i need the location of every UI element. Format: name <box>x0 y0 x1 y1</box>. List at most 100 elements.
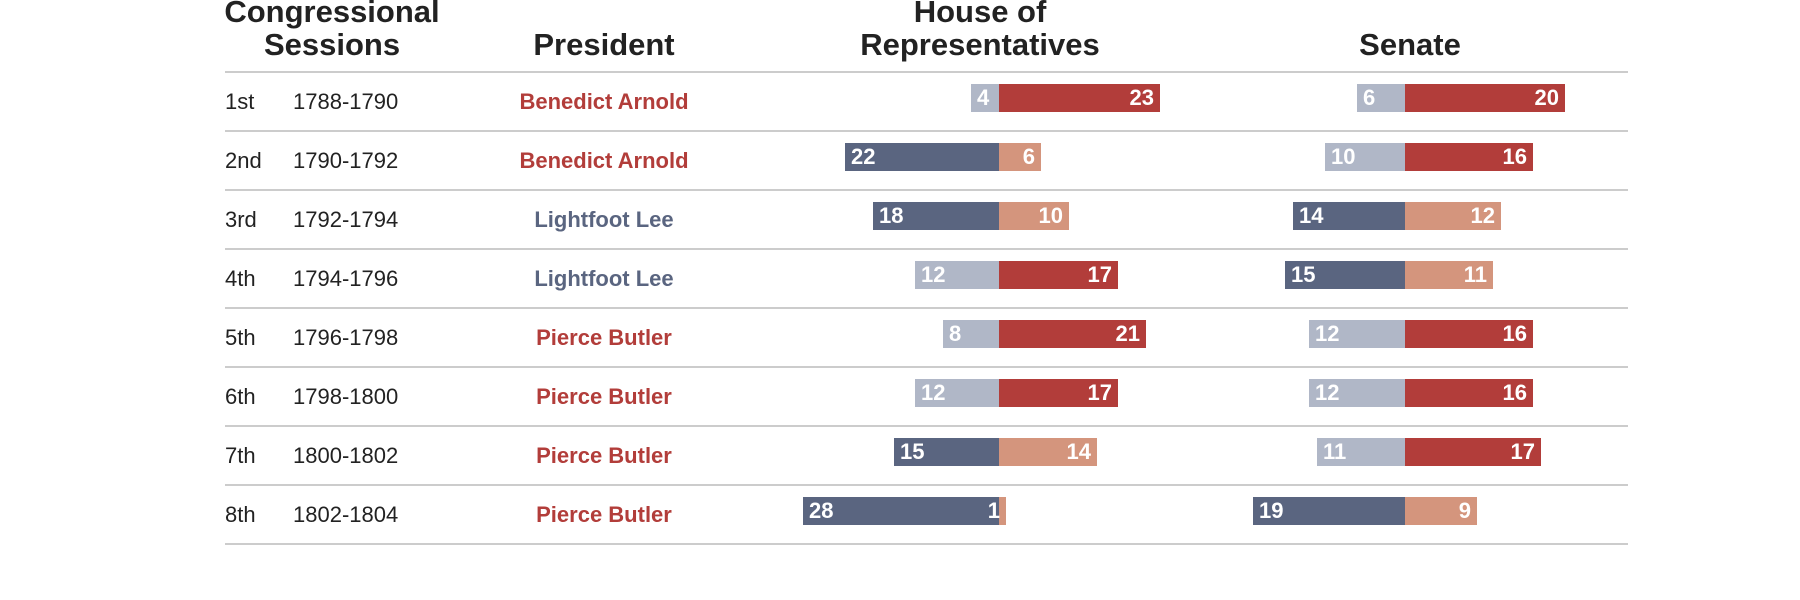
house-bar-left <box>873 202 999 230</box>
header-rule <box>225 71 1628 73</box>
header-house-line-2: Representatives <box>860 27 1100 62</box>
senate-bar-left <box>1285 261 1405 289</box>
house-value-left: 22 <box>851 144 876 169</box>
row-rule <box>225 484 1628 486</box>
house-value-left: 12 <box>921 380 946 405</box>
senate-bar-right <box>1405 379 1533 407</box>
session-years: 1802-1804 <box>293 502 399 527</box>
house-value-left: 15 <box>900 439 925 464</box>
senate-bar-left <box>1317 438 1405 466</box>
house-bar-left <box>845 143 999 171</box>
senate-bar-left <box>1357 84 1405 112</box>
table-row: 6th 1798-1800 Pierce Butler 12 17 12 16 <box>0 368 1800 427</box>
house-bar-left <box>894 438 999 466</box>
house-bar-right <box>999 202 1069 230</box>
house-bar-right <box>999 143 1041 171</box>
house-value-right: 17 <box>1087 262 1112 287</box>
table-row: 5th 1796-1798 Pierce Butler 8 21 12 16 <box>0 309 1800 368</box>
senate-value-left: 12 <box>1315 321 1340 346</box>
senate-bar-left <box>1309 379 1405 407</box>
senate-value-right: 17 <box>1510 439 1535 464</box>
senate-value-left: 6 <box>1363 85 1376 110</box>
senate-value-left: 10 <box>1331 144 1356 169</box>
president-name: Pierce Butler <box>536 384 672 409</box>
session-number: 8th <box>225 502 256 527</box>
table-row: 4th 1794-1796 Lightfoot Lee 12 17 15 11 <box>0 250 1800 309</box>
house-value-left: 12 <box>921 262 946 287</box>
table-row: 2nd 1790-1792 Benedict Arnold 22 6 10 16 <box>0 132 1800 191</box>
header-house: House of Representatives <box>830 0 1130 61</box>
house-bar-left <box>971 84 999 112</box>
house-bar-right <box>999 379 1118 407</box>
house-bar-right <box>999 261 1118 289</box>
senate-bar-right <box>1405 497 1477 525</box>
session-number: 1st <box>225 89 255 114</box>
house-bar-left <box>915 261 999 289</box>
session-number: 3rd <box>225 207 257 232</box>
house-value-right: 6 <box>1022 144 1035 169</box>
session-years: 1792-1794 <box>293 207 399 232</box>
senate-bar-left <box>1325 143 1405 171</box>
table-row: 8th 1802-1804 Pierce Butler 28 1 19 9 <box>0 486 1800 545</box>
senate-value-right: 16 <box>1502 380 1527 405</box>
house-value-right: 21 <box>1115 321 1140 346</box>
senate-value-left: 12 <box>1315 380 1340 405</box>
house-value-left: 28 <box>809 498 834 523</box>
row-rule <box>225 189 1628 191</box>
senate-bar-right <box>1405 261 1493 289</box>
senate-value-right: 9 <box>1458 498 1471 523</box>
senate-bar-right <box>1405 143 1533 171</box>
header-senate: Senate <box>1359 27 1461 62</box>
president-name: Pierce Butler <box>536 325 672 350</box>
president-name: Lightfoot Lee <box>534 207 674 232</box>
session-years: 1800-1802 <box>293 443 399 468</box>
senate-value-right: 16 <box>1502 144 1527 169</box>
senate-bar-left <box>1309 320 1405 348</box>
senate-value-left: 15 <box>1291 262 1316 287</box>
row-rule <box>225 248 1628 250</box>
house-bar-left <box>803 497 999 525</box>
table-row: 3rd 1792-1794 Lightfoot Lee 18 10 14 12 <box>0 191 1800 250</box>
header-sessions-line-1: Congressional <box>224 0 440 29</box>
table-row: 1st 1788-1790 Benedict Arnold 4 23 6 20 <box>0 73 1800 132</box>
senate-value-right: 16 <box>1502 321 1527 346</box>
session-number: 4th <box>225 266 256 291</box>
house-bar-left <box>943 320 999 348</box>
row-rule <box>225 366 1628 368</box>
president-name: Benedict Arnold <box>519 89 689 114</box>
senate-bar-right <box>1405 320 1533 348</box>
senate-bar-right <box>1405 438 1541 466</box>
house-value-right: 17 <box>1087 380 1112 405</box>
president-name: Lightfoot Lee <box>534 266 674 291</box>
president-name: Benedict Arnold <box>519 148 689 173</box>
senate-bar-left <box>1253 497 1405 525</box>
president-name: Pierce Butler <box>536 502 672 527</box>
president-name: Pierce Butler <box>536 443 672 468</box>
session-years: 1790-1792 <box>293 148 399 173</box>
senate-value-left: 19 <box>1259 498 1284 523</box>
header-sessions-line-2: Sessions <box>263 27 401 62</box>
session-number: 6th <box>225 384 256 409</box>
session-number: 5th <box>225 325 256 350</box>
session-number: 7th <box>225 443 256 468</box>
senate-value-right: 12 <box>1470 203 1495 228</box>
senate-value-right: 20 <box>1534 85 1559 110</box>
senate-bar-left <box>1293 202 1405 230</box>
session-number: 2nd <box>225 148 262 173</box>
house-bar-right <box>999 438 1097 466</box>
header-president: President <box>533 27 675 62</box>
header-house-line-1: House of <box>913 0 1047 29</box>
house-bar-right <box>999 84 1160 112</box>
senate-value-right: 11 <box>1463 262 1487 287</box>
header-sessions: Congressional Sessions <box>207 0 457 61</box>
session-years: 1788-1790 <box>293 89 399 114</box>
house-value-left: 8 <box>949 321 962 346</box>
session-years: 1798-1800 <box>293 384 399 409</box>
house-bar-right <box>999 497 1006 525</box>
row-rule <box>225 425 1628 427</box>
senate-value-left: 14 <box>1299 203 1324 228</box>
house-value-right: 1 <box>987 498 1000 523</box>
house-value-right: 23 <box>1129 85 1154 110</box>
row-rule <box>225 307 1628 309</box>
